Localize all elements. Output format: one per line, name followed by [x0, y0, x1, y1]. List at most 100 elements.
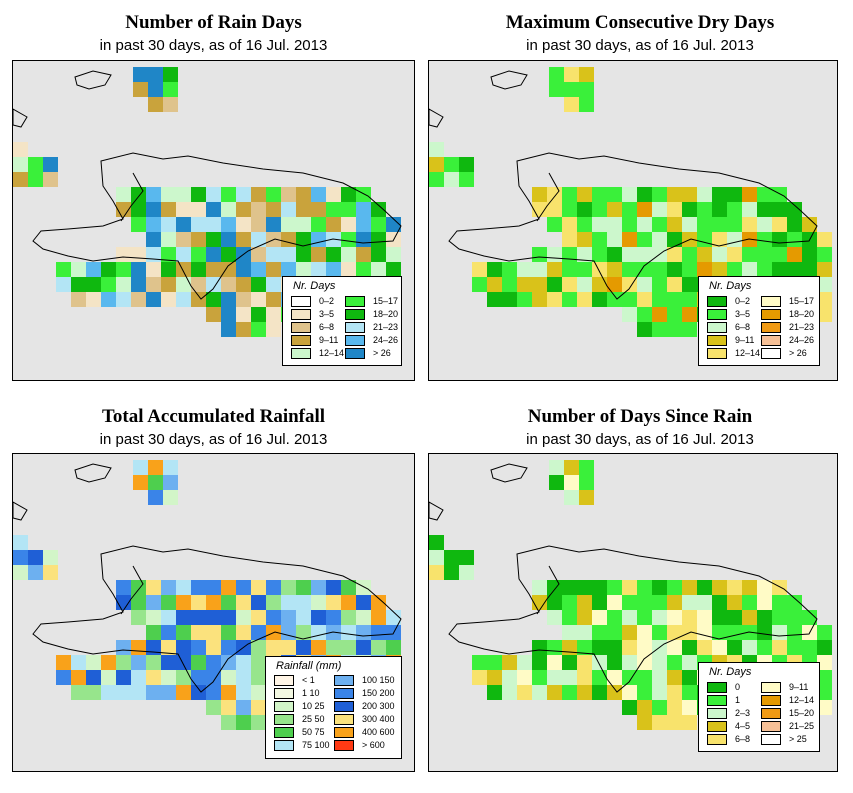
grid-cell [682, 655, 697, 670]
grid-cell [56, 277, 71, 292]
grid-cell [577, 292, 592, 307]
grid-cell [487, 292, 502, 307]
grid-cell [356, 595, 371, 610]
legend-item: 75 100 [274, 739, 330, 751]
grid-cell [667, 700, 682, 715]
grid-cell [221, 247, 236, 262]
legend-swatch [334, 713, 354, 725]
grid-cell [148, 475, 163, 490]
legend-label: 0–2 [735, 296, 751, 306]
legend-label: 400 600 [362, 727, 395, 737]
grid-cell [712, 217, 727, 232]
grid-cell [371, 625, 386, 640]
legend-item: 9–11 [707, 334, 754, 346]
grid-cell [562, 247, 577, 262]
legend-dry-days: Nr. Days 0–2 3–5 6–8 9–11 12–14 15–17 18… [698, 276, 820, 366]
grid-cell [161, 670, 176, 685]
grid-cell [532, 187, 547, 202]
grid-cell [787, 595, 802, 610]
grid-cell [712, 595, 727, 610]
grid-cell [622, 595, 637, 610]
grid-cell [577, 217, 592, 232]
grid-cell [206, 232, 221, 247]
grid-cell [757, 610, 772, 625]
grid-cell [547, 262, 562, 277]
legend-swatch [761, 707, 781, 719]
grid-cell [472, 670, 487, 685]
legend-item: 15–17 [345, 295, 398, 307]
grid-cell [577, 625, 592, 640]
legend-label: < 1 [302, 675, 315, 685]
panel-subtitle: in past 30 days, as of 16 Jul. 2013 [526, 431, 754, 448]
grid-cell [176, 262, 191, 277]
grid-cell [549, 475, 564, 490]
grid-cell [697, 625, 712, 640]
legend-swatch [291, 308, 311, 320]
legend-swatch [345, 347, 365, 359]
grid-cell [487, 262, 502, 277]
grid-cell [637, 715, 652, 730]
grid-cell [146, 277, 161, 292]
grid-cell [28, 157, 43, 172]
grid-cell [296, 625, 311, 640]
grid-cell [191, 292, 206, 307]
legend-label: 100 150 [362, 675, 395, 685]
legend-swatch [707, 707, 727, 719]
grid-cell [206, 595, 221, 610]
grid-cell [547, 187, 562, 202]
grid-cell [176, 247, 191, 262]
grid-cell [742, 580, 757, 595]
grid-cell [101, 277, 116, 292]
grid-cell [577, 670, 592, 685]
legend-item: 0–2 [291, 295, 334, 307]
grid-cell [71, 670, 86, 685]
grid-cell [682, 292, 697, 307]
grid-cell [326, 262, 341, 277]
grid-cell [682, 247, 697, 262]
grid-cell [517, 685, 532, 700]
legend-swatch [707, 681, 727, 693]
grid-cell [131, 640, 146, 655]
grid-cell [429, 550, 444, 565]
grid-cell [577, 232, 592, 247]
grid-cell [161, 217, 176, 232]
grid-cell [326, 217, 341, 232]
legend-item: 12–14 [761, 694, 814, 706]
grid-cell [562, 232, 577, 247]
grid-cell [161, 277, 176, 292]
legend-label: 21–23 [373, 322, 399, 332]
grid-cell [356, 262, 371, 277]
grid-cell [652, 217, 667, 232]
grid-cell [532, 247, 547, 262]
grid-cell [191, 232, 206, 247]
grid-cell [562, 187, 577, 202]
grid-cell [221, 580, 236, 595]
grid-cell [161, 625, 176, 640]
grid-cell [429, 565, 444, 580]
grid-cell [163, 490, 178, 505]
legend-label: 12–14 [319, 348, 345, 358]
grid-cell [607, 625, 622, 640]
legend-swatch [334, 687, 354, 699]
grid-cell [652, 715, 667, 730]
grid-cell [13, 565, 28, 580]
grid-cell [817, 247, 832, 262]
grid-cell [116, 580, 131, 595]
grid-cell [206, 580, 221, 595]
grid-cell [251, 187, 266, 202]
legend-label: 24–26 [373, 335, 399, 345]
grid-cell [191, 685, 206, 700]
grid-cell [712, 187, 727, 202]
legend-rain-days: Nr. Days 0–2 3–5 6–8 9–11 12–14 15–17 18… [282, 276, 402, 366]
grid-cell [429, 157, 444, 172]
grid-cell [592, 655, 607, 670]
grid-cell [116, 277, 131, 292]
grid-cell [772, 640, 787, 655]
grid-cell [221, 655, 236, 670]
grid-cell [817, 685, 832, 700]
island-outline [13, 463, 112, 521]
grid-cell [131, 610, 146, 625]
grid-cell [667, 685, 682, 700]
legend-swatch [707, 334, 727, 346]
grid-cell [131, 247, 146, 262]
